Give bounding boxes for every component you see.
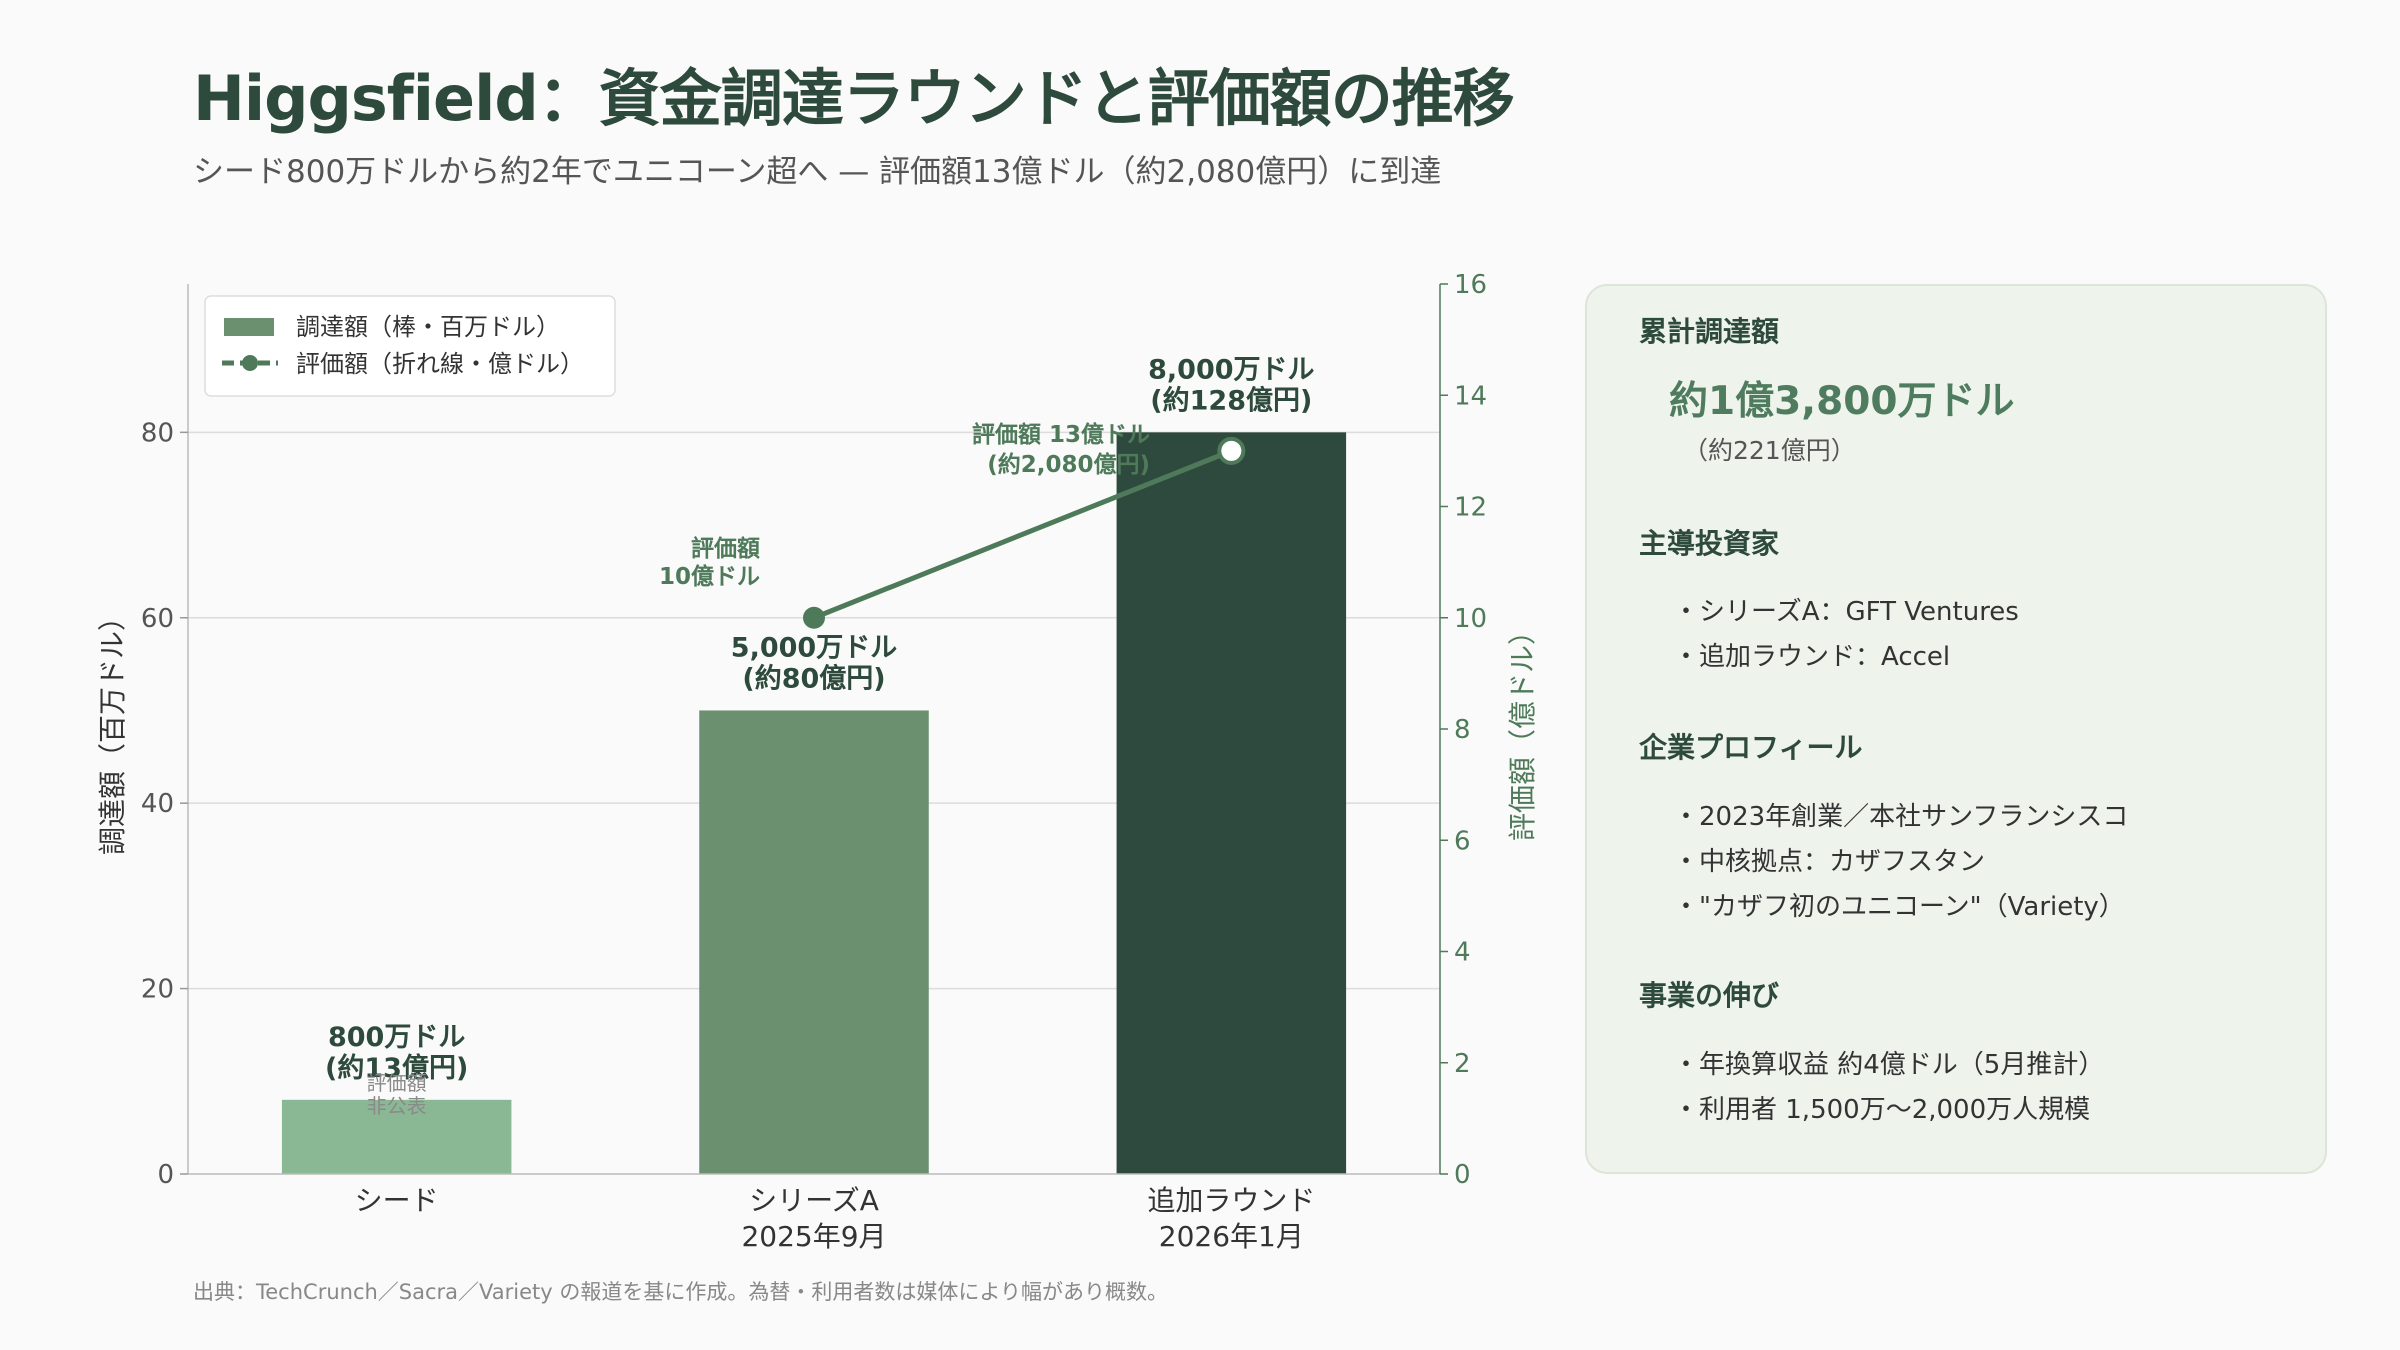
page-subtitle: シード800万ドルから約2年でユニコーン超へ — 評価額13億ドル（約2,080… [193,154,1442,190]
valuation-label: 評価額 [691,535,760,562]
legend-label: 評価額（折れ線・億ドル） [296,350,584,378]
bar-value-label: (約13億円) [325,1052,468,1084]
valuation-point [1217,436,1246,465]
source-footnote: 出典：TechCrunch／Sacra／Variety の報道を基に作成。為替・… [193,1280,1168,1304]
x-tick-label: 2025年9月 [741,1220,886,1253]
page-title: Higgsfield：資金調達ラウンドと評価額の推移 [193,62,1515,135]
bar-value-label: 5,000万ドル [731,632,897,663]
profile-title: 企業プロフィール [1639,731,1863,764]
y-axis-title: 調達額（百万ドル） [96,603,129,855]
bar [1116,432,1347,1174]
y2-tick-label: 10 [1454,604,1487,634]
seed-valuation-note: 非公表 [367,1094,427,1118]
legend-swatch-bar [224,318,274,336]
y2-tick-label: 0 [1454,1160,1471,1190]
y2-tick-label: 8 [1454,715,1471,745]
profile-item: ・"カザフ初のユニコーン"（Variety） [1673,892,2125,922]
valuation-label: (約2,080億円) [987,451,1150,478]
y-tick-label: 40 [141,789,174,819]
growth-item: ・利用者 1,500万〜2,000万人規模 [1673,1095,2091,1125]
investors-title: 主導投資家 [1639,527,1780,560]
cumulative-title: 累計調達額 [1639,315,1780,348]
y2-tick-label: 4 [1454,938,1471,968]
bar-value-label: (約80億円) [742,662,885,694]
y2-tick-label: 14 [1454,381,1487,411]
profile-item: ・2023年創業／本社サンフランシスコ [1673,802,2129,832]
bar [281,1099,512,1174]
y-tick-label: 20 [141,975,174,1005]
cumulative-value: 約1億3,800万ドル [1669,379,2015,424]
y2-tick-label: 2 [1454,1049,1471,1079]
y2-tick-label: 6 [1454,826,1471,856]
y-tick-label: 0 [157,1160,174,1190]
profile-item: ・中核拠点：カザフスタン [1673,847,1986,877]
growth-item: ・年換算収益 約4億ドル（5月推計） [1673,1050,2105,1080]
x-tick-label: シード [355,1184,439,1217]
x-tick-label: シリーズA [749,1184,879,1217]
legend-label: 調達額（棒・百万ドル） [296,313,560,341]
x-tick-label: 追加ラウンド [1147,1184,1315,1217]
growth-title: 事業の伸び [1639,979,1780,1012]
bar-value-label: (約128億円) [1150,384,1312,416]
valuation-point [803,606,825,629]
y-tick-label: 60 [141,604,174,634]
summary-panel: 累計調達額 約1億3,800万ドル （約221億円） 主導投資家 ・シリーズA：… [1585,284,2327,1174]
investor-item: ・シリーズA：GFT Ventures [1673,597,2019,627]
y2-tick-label: 12 [1454,493,1487,523]
valuation-label: 10億ドル [659,563,760,590]
valuation-line [813,448,1233,621]
bar [699,710,929,1174]
legend-box [204,295,616,397]
y2-axis-title: 評価額（億ドル） [1506,617,1539,841]
cumulative-yen: （約221億円） [1683,436,1856,465]
investor-item: ・追加ラウンド：Accel [1673,642,1951,672]
legend-swatch-point [242,355,258,371]
valuation-label: 評価額 13億ドル [972,421,1150,448]
bar-value-label: 800万ドル [328,1022,465,1053]
y-tick-label: 80 [141,418,174,448]
y2-tick-label: 16 [1454,270,1487,300]
x-tick-label: 2026年1月 [1159,1220,1304,1253]
bar-value-label: 8,000万ドル [1148,354,1314,385]
seed-valuation-note: 評価額 [367,1071,427,1095]
